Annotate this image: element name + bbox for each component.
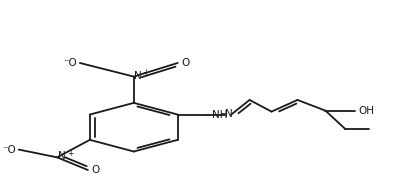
Text: +: + bbox=[142, 68, 148, 77]
Text: OH: OH bbox=[358, 106, 374, 116]
Text: +: + bbox=[67, 149, 73, 158]
Text: N: N bbox=[224, 109, 232, 119]
Text: N: N bbox=[134, 71, 141, 81]
Text: N: N bbox=[58, 151, 65, 161]
Text: ⁻O: ⁻O bbox=[2, 145, 16, 155]
Text: O: O bbox=[91, 165, 99, 175]
Text: O: O bbox=[180, 58, 189, 68]
Text: NH: NH bbox=[211, 110, 227, 120]
Text: ⁻O: ⁻O bbox=[63, 58, 76, 68]
